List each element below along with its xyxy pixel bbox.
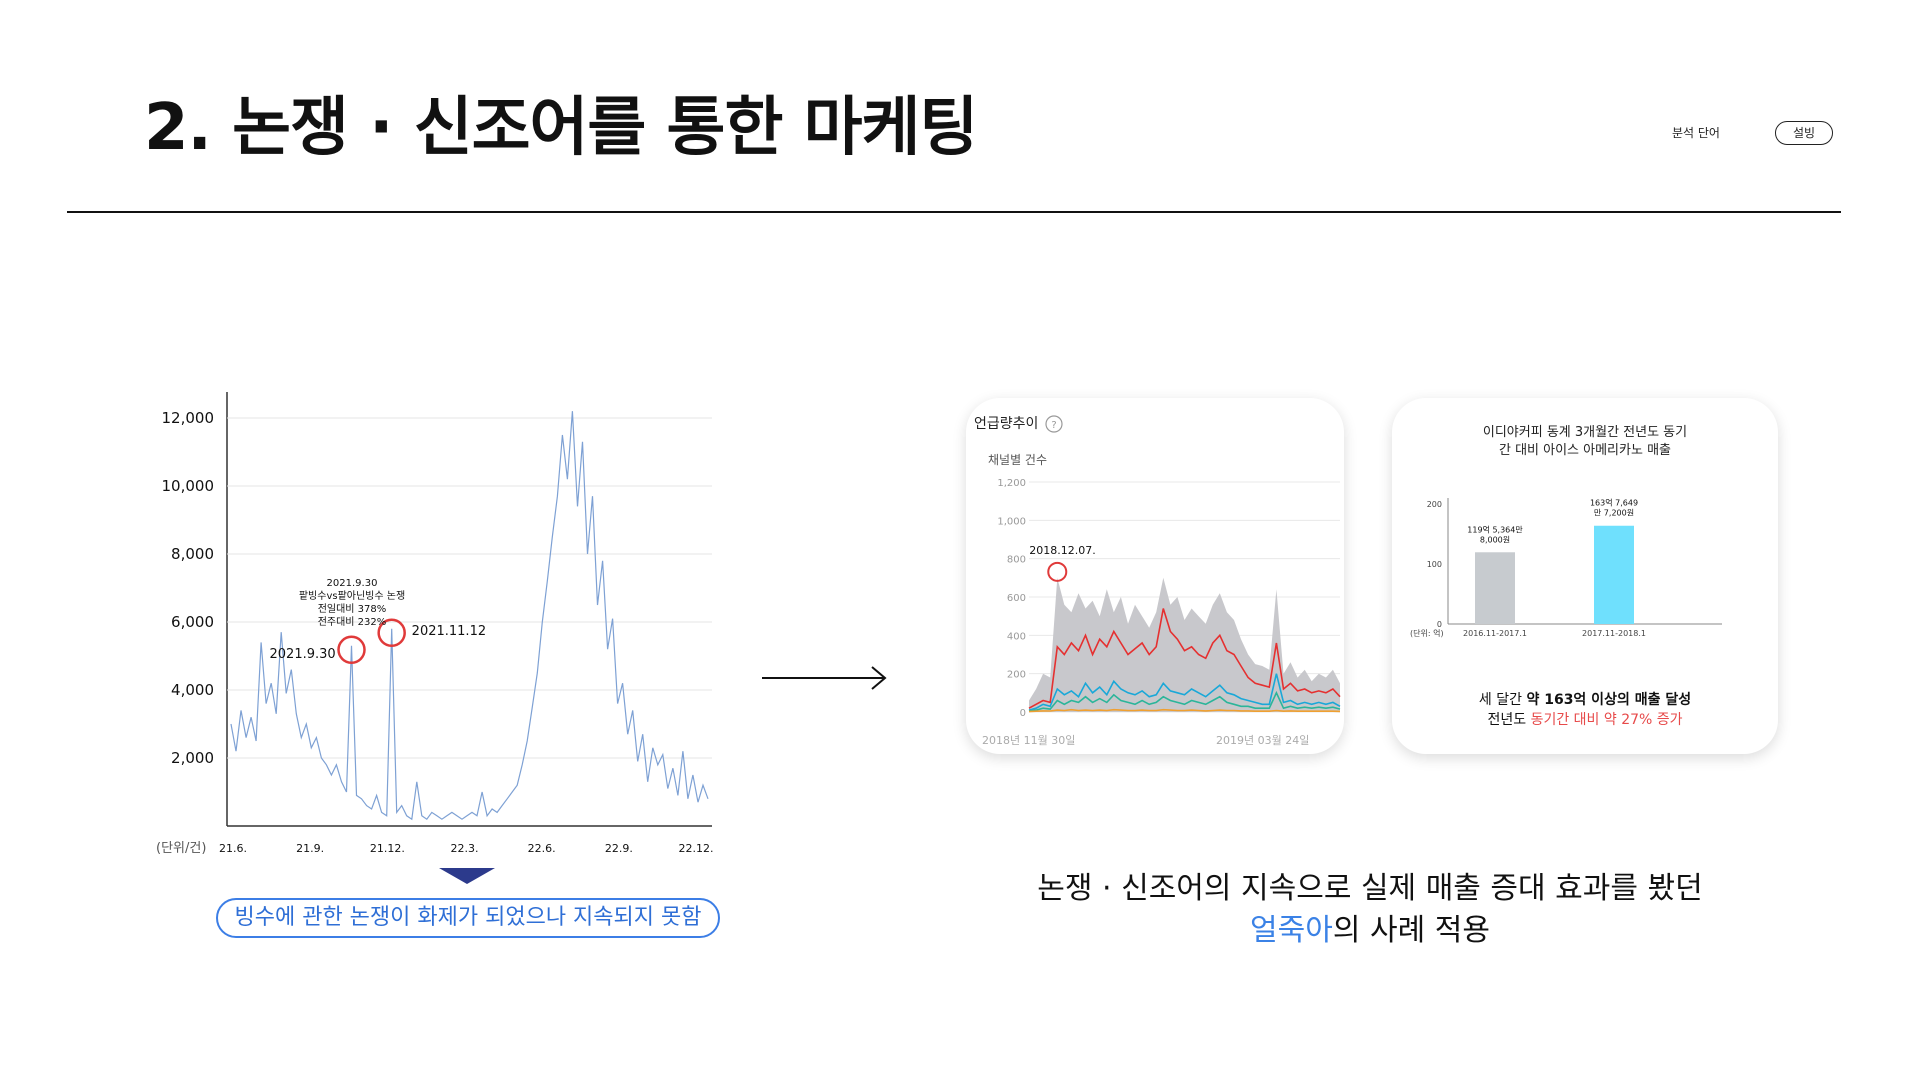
- x-tick-label: 22.12.: [679, 842, 714, 855]
- series-line-red: [1028, 608, 1341, 709]
- y-tick-label: 1,000: [997, 516, 1026, 527]
- y-tick-label: 100: [1427, 560, 1442, 569]
- x-tick-label: 22.3.: [451, 842, 479, 855]
- x-tick-label: 2017.11-2018.1: [1582, 629, 1646, 638]
- series-line-orange: [1028, 708, 1341, 713]
- callout-text: 전주대비 232%: [318, 616, 387, 628]
- peak-marker: [337, 635, 366, 665]
- bar-value-label: 163억 7,649: [1590, 498, 1638, 508]
- analysis-word-label: 분석 단어: [1672, 126, 1720, 140]
- x-tick-label: 21.6.: [219, 842, 247, 855]
- peak-label: 2021.11.12: [412, 624, 486, 639]
- x-tick-label: 21.12.: [370, 842, 405, 855]
- y-tick-label: 12,000: [162, 409, 215, 427]
- unit-label: (단위: 억): [1410, 628, 1444, 638]
- x-tick-label: 22.9.: [605, 842, 633, 855]
- sales-caption: 세 달간 약 163억 이상의 매출 달성 전년도 동기간 대비 약 27% 증…: [1395, 690, 1775, 730]
- y-tick-label: 600: [1007, 593, 1026, 604]
- x-end-label: 2019년 03월 24일: [1216, 733, 1309, 747]
- y-tick-label: 1,200: [997, 478, 1026, 489]
- bar-value-label: 8,000원: [1480, 535, 1510, 544]
- title-divider: [67, 211, 1841, 213]
- mention-line-chart: 12,000 10,000 8,000 6,000 4,000 2,000 (단위/건) 21…: [156, 392, 714, 856]
- conclusion-highlight: 얼죽아: [1250, 913, 1333, 948]
- y-tick-label: 200: [1007, 670, 1026, 681]
- y-tick-label: 6,000: [171, 613, 214, 631]
- bar-title-line-1: 이디야커피 동계 3개월간 전년도 동기: [1483, 425, 1687, 440]
- date-annotation: 2018.12.07.: [1029, 544, 1095, 557]
- callout-text: 팥빙수vs팥아닌빙수 논쟁: [299, 590, 405, 602]
- y-tick-label: 4,000: [171, 681, 214, 699]
- y-tick-label: 200: [1427, 500, 1442, 509]
- down-triangle-icon: [439, 868, 495, 884]
- conclusion-line-1: 논쟁 · 신조어의 지속으로 실제 매출 증대 효과를 봤던: [1037, 871, 1703, 906]
- right-arrow-icon: [762, 666, 887, 690]
- keyword-tag[interactable]: 설빙: [1775, 121, 1833, 145]
- x-tick-label: 21.9.: [296, 842, 324, 855]
- date-marker: [1047, 561, 1068, 582]
- total-area: [1029, 577, 1340, 712]
- bar: [1594, 525, 1634, 624]
- series-line-cyan: [1028, 673, 1341, 711]
- conclusion-text: 논쟁 · 신조어의 지속으로 실제 매출 증대 효과를 봤던 얼죽아의 사례 적…: [1000, 868, 1740, 952]
- sales-bar-chart: 이디야커피 동계 3개월간 전년도 동기간 대비 아이스 아메리카노 매출 200…: [1410, 425, 1722, 638]
- help-icon-glyph: ?: [1051, 420, 1056, 431]
- mention-series-line: [230, 411, 709, 821]
- y-tick-label: 400: [1007, 631, 1026, 642]
- peak-label: 2021.9.30: [270, 647, 336, 662]
- x-start-label: 2018년 11월 30일: [982, 733, 1075, 747]
- peak-marker: [377, 618, 406, 648]
- trend-subtitle: 채널별 건수: [988, 453, 1047, 467]
- callout-text: 2021.9.30: [327, 578, 378, 589]
- mention-trend-card: 언급량추이? 채널별 건수 1,200 1,000 800 600 400 200 0 2018.…: [966, 398, 1344, 754]
- unit-label: (단위/건): [156, 841, 206, 856]
- y-tick-label: 2,000: [171, 749, 214, 767]
- y-tick-label: 10,000: [162, 477, 215, 495]
- bar-value-label: 만 7,200원: [1594, 509, 1634, 518]
- y-tick-label: 0: [1020, 708, 1026, 719]
- caption-red: 동기간 대비 약 27% 증가: [1530, 712, 1683, 728]
- y-tick-label: 8,000: [171, 545, 214, 563]
- bar-value-label: 119억 5,364만: [1467, 524, 1523, 534]
- caption-text: 전년도: [1487, 712, 1531, 728]
- controversy-note: 빙수에 관한 논쟁이 화제가 되었으나 지속되지 못함: [216, 898, 720, 938]
- mention-trend-chart: 언급량추이 ? 채널별 건수 1,200 1,000 800 600 400 200 0 2018.…: [974, 415, 1341, 747]
- bar-title-line-2: 간 대비 아이스 아메리카노 매출: [1499, 443, 1671, 458]
- page-title: 2. 논쟁 · 신조어를 통한 마케팅: [144, 91, 978, 165]
- x-tick-label: 22.6.: [528, 842, 556, 855]
- callout-text: 전일대비 378%: [318, 603, 387, 615]
- y-tick-label: 800: [1007, 555, 1026, 566]
- trend-title: 언급량추이: [974, 416, 1038, 432]
- x-tick-label: 2016.11-2017.1: [1463, 629, 1527, 638]
- bar: [1475, 552, 1515, 624]
- conclusion-line-2: 의 사례 적용: [1332, 913, 1490, 948]
- caption-bold: 약 163억 이상의 매출 달성: [1526, 692, 1692, 708]
- y-tick-label: 0: [1437, 620, 1442, 629]
- caption-text: 세 달간: [1478, 692, 1527, 708]
- series-line-green: [1028, 690, 1341, 712]
- help-icon: [1045, 415, 1063, 433]
